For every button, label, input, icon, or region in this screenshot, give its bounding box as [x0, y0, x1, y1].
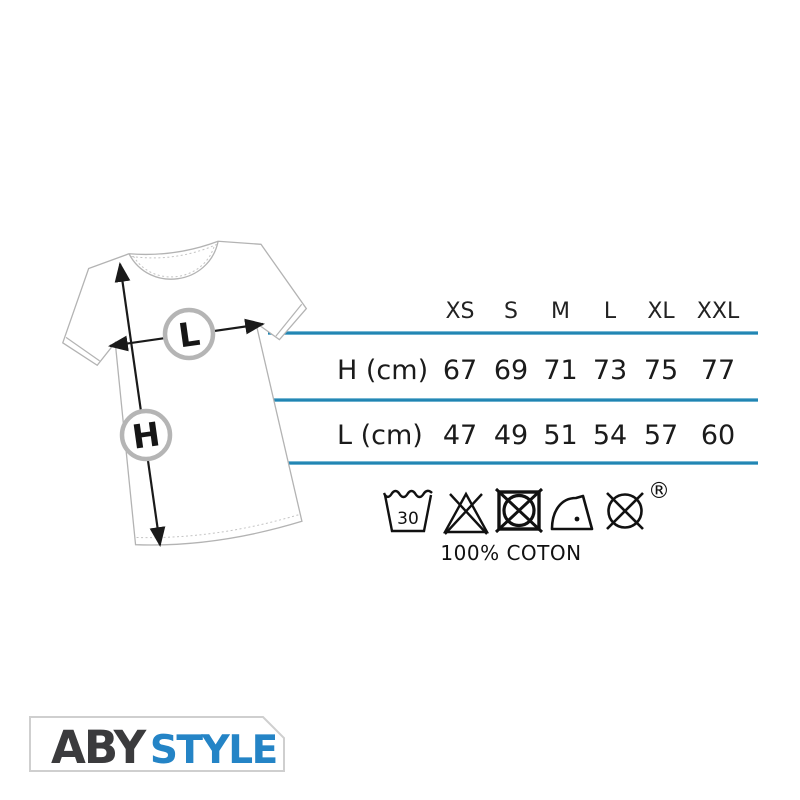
- size-value-cell: 47: [442, 419, 478, 451]
- size-column-header: M: [551, 298, 570, 324]
- size-table-row-height: H (cm) 67 69 71 73 75 77: [334, 342, 758, 398]
- size-value-cell: 67: [442, 354, 478, 386]
- tshirt-diagram: L H: [61, 240, 308, 547]
- table-divider-line-top: [268, 331, 758, 335]
- size-value-cell: 69: [493, 354, 529, 386]
- size-value-cell: 57: [643, 419, 679, 451]
- size-column-header: S: [504, 298, 518, 324]
- do-not-tumble-dry-icon: [494, 487, 544, 533]
- do-not-bleach-icon: [442, 491, 490, 535]
- size-value-cell: 49: [493, 419, 529, 451]
- collar-stitch-dotted: [132, 244, 216, 278]
- tshirt-silhouette: [61, 240, 308, 546]
- size-value-cell: 77: [700, 354, 736, 386]
- do-not-dry-clean-icon: [606, 492, 644, 530]
- size-value-cell: 73: [592, 354, 628, 386]
- left-cuff-line: [65, 336, 100, 362]
- size-table-row-width: L (cm) 47 49 51 54 57 60: [334, 407, 758, 463]
- size-value-cell: 51: [543, 419, 578, 451]
- width-label-circle: [162, 307, 216, 361]
- size-column-header: L: [603, 298, 617, 324]
- row-label-width: L (cm): [337, 419, 423, 451]
- fabric-label: 100% COTON: [440, 541, 582, 565]
- logo-box: [29, 716, 285, 772]
- size-value-cell: 54: [592, 419, 628, 451]
- right-cuff-line: [275, 303, 303, 337]
- size-table-header-row: XS S M L XL XXL: [334, 294, 758, 328]
- iron-low-icon: [550, 494, 594, 531]
- tshirt-outline: [61, 240, 308, 546]
- wash-temperature-label: 30: [397, 509, 419, 529]
- logo-text-secondary: STYLE: [150, 728, 277, 772]
- wash-30-icon: 30: [382, 489, 433, 533]
- size-value-cell: 71: [543, 354, 578, 386]
- height-label: H: [130, 414, 163, 456]
- registered-trademark: ®: [648, 479, 670, 504]
- table-divider-line-middle: [268, 398, 758, 402]
- size-value-cell: 75: [643, 354, 679, 386]
- logo-wordmark: ABY STYLE: [51, 721, 277, 772]
- table-divider-line-bottom: [268, 461, 758, 465]
- collar-back-dotted: [131, 244, 217, 259]
- logo-text-primary: ABY: [51, 721, 148, 772]
- size-value-cell: 60: [700, 419, 736, 451]
- size-column-header: XXL: [696, 298, 740, 324]
- height-arrow: [114, 262, 166, 547]
- height-label-circle: [119, 408, 173, 462]
- row-label-height: H (cm): [337, 354, 429, 386]
- brand-logo: ABY STYLE: [29, 716, 285, 772]
- size-column-header: XL: [647, 298, 675, 324]
- size-column-header: XS: [445, 298, 475, 324]
